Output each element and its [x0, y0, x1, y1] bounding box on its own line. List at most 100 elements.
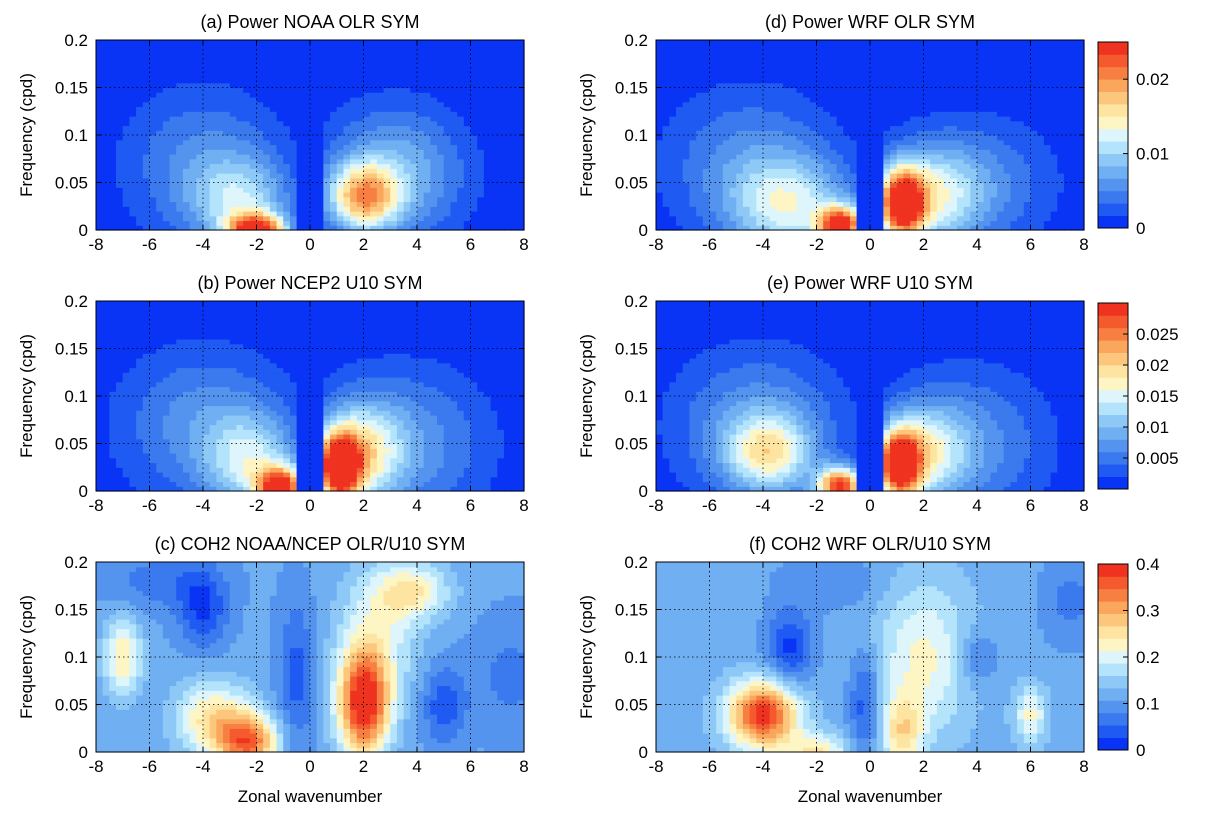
contour-cell [450, 106, 458, 112]
contour-cell [189, 424, 197, 430]
contour-cell [276, 334, 284, 340]
contour-cell [310, 329, 318, 335]
contour-cell [256, 78, 264, 84]
contour-cell [457, 154, 465, 160]
contour-cell [350, 367, 358, 373]
contour-cell [289, 101, 298, 108]
contour-cell [356, 472, 365, 478]
contour-cell [209, 315, 217, 321]
contour-cell [316, 424, 324, 430]
contour-cell [96, 135, 104, 141]
contour-cell [463, 44, 472, 51]
contour-cell [517, 168, 525, 174]
contour-cell [390, 187, 398, 193]
contour-cell [350, 201, 358, 207]
contour-cell [189, 59, 197, 65]
contour-cell [136, 434, 144, 440]
contour-cell [176, 125, 184, 131]
contour-cell [330, 476, 338, 483]
contour-cell [336, 111, 345, 117]
contour-cell [410, 372, 418, 378]
contour-cell [169, 315, 177, 321]
contour-cell [350, 158, 358, 165]
contour-cell [129, 467, 137, 473]
contour-cell [182, 434, 191, 440]
contour-cell [116, 116, 124, 122]
contour-cell [263, 348, 271, 354]
contour-cell [343, 192, 351, 198]
contour-cell [169, 438, 177, 445]
contour-cell [223, 372, 231, 378]
contour-cell [457, 443, 465, 449]
contour-cell [323, 476, 331, 483]
contour-cell [216, 396, 224, 402]
contour-cell [243, 49, 251, 55]
contour-cell [209, 324, 217, 331]
contour-cell [316, 49, 324, 55]
contour-cell [223, 111, 231, 117]
contour-cell [356, 154, 365, 160]
contour-cell [310, 358, 318, 364]
contour-cell [383, 97, 391, 103]
contour-cell [490, 177, 498, 184]
contour-cell [403, 405, 411, 411]
contour-cell [310, 206, 318, 212]
contour-cell [410, 396, 418, 402]
contour-cell [249, 182, 258, 188]
contour-cell [417, 154, 425, 160]
contour-cell [437, 154, 445, 160]
contour-cell [396, 329, 405, 335]
contour-cell [236, 44, 244, 51]
contour-cell [363, 101, 371, 108]
contour-cell [149, 92, 157, 98]
contour-cell [102, 97, 110, 103]
contour-cell [116, 405, 124, 411]
contour-cell [256, 324, 264, 331]
contour-cell [303, 358, 311, 364]
contour-cell [477, 177, 485, 184]
contour-cell [470, 125, 478, 131]
contour-cell [410, 377, 418, 383]
contour-cell [417, 59, 425, 65]
contour-cell [216, 149, 224, 155]
contour-cell [330, 301, 338, 307]
contour-cell [463, 362, 472, 369]
contour-cell [403, 206, 411, 212]
contour-cell [203, 92, 211, 98]
contour-cell [276, 362, 284, 369]
contour-cell [169, 453, 177, 459]
contour-cell [323, 457, 331, 464]
contour-cell [102, 315, 110, 321]
contour-cell [477, 154, 485, 160]
contour-cell [410, 434, 418, 440]
contour-cell [203, 125, 211, 131]
contour-cell [129, 82, 137, 89]
contour-cell [410, 149, 418, 155]
contour-cell [129, 320, 137, 326]
contour-cell [203, 329, 211, 335]
contour-cell [410, 320, 418, 326]
contour-cell [403, 177, 411, 184]
contour-cell [443, 97, 452, 103]
contour-cell [430, 44, 438, 51]
contour-cell [477, 87, 485, 93]
contour-cell [129, 40, 137, 46]
contour-cell [403, 438, 411, 445]
contour-cell [162, 472, 171, 478]
contour-cell [336, 196, 345, 203]
contour-cell [350, 168, 358, 174]
contour-cell [510, 192, 518, 198]
contour-cell [283, 372, 291, 378]
contour-cell [383, 472, 391, 478]
contour-cell [182, 73, 191, 79]
contour-cell [356, 377, 365, 383]
contour-cell [203, 87, 211, 93]
contour-cell [289, 353, 298, 359]
contour-cell [477, 391, 485, 397]
contour-cell [376, 97, 385, 103]
contour-cell [236, 49, 244, 55]
contour-cell [483, 225, 492, 231]
contour-cell [122, 44, 131, 51]
contour-cell [283, 211, 291, 217]
contour-cell [363, 462, 371, 468]
